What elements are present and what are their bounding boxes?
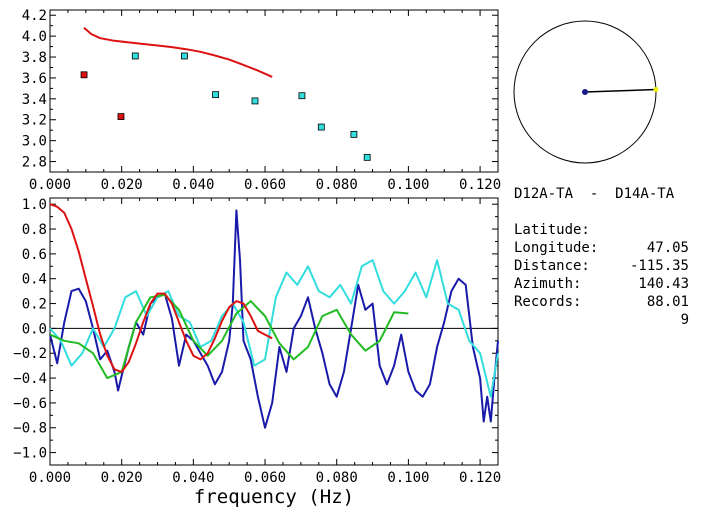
picks-cyan-point xyxy=(131,52,139,60)
correlation-panel: 0.000 0.020 0.040 0.060 0.080 0.100 0.120 −1.0 −… xyxy=(13,197,501,486)
latitude-value: 47.05 xyxy=(646,240,689,256)
model-bessel-red-line xyxy=(49,203,273,373)
azimuth-label: Azimuth: xyxy=(514,276,582,292)
picks-cyan-point xyxy=(251,97,259,105)
x-tick-label: 0.040 xyxy=(172,177,214,193)
y-tick-label: 4.0 xyxy=(22,29,47,45)
records-row: Records: 9 xyxy=(514,275,689,328)
observed-imag-line xyxy=(49,259,499,398)
y-tick-label: 3.4 xyxy=(22,92,47,108)
correlation-frame xyxy=(49,197,499,466)
picks-cyan-point xyxy=(363,153,371,161)
model-bessel-green-line xyxy=(49,293,409,380)
x-tick-label: 0.000 xyxy=(29,177,71,193)
distance-row: Distance: 140.43 xyxy=(514,239,689,292)
azimuth-value: 88.01 xyxy=(646,294,689,310)
y-tick-label: 0.0 xyxy=(22,321,47,337)
y-tick-label: 0.4 xyxy=(22,272,47,288)
x-tick-label: 0.100 xyxy=(387,177,429,193)
picks-cyan-point xyxy=(298,92,306,100)
azimuth-row: Azimuth: 88.01 xyxy=(514,257,689,310)
x-tick-label: 0.120 xyxy=(459,470,501,486)
x-tick-label: 0.020 xyxy=(101,470,143,486)
y-tick-label: −0.8 xyxy=(13,421,47,437)
station-a-marker xyxy=(582,89,588,95)
x-tick-label: 0.080 xyxy=(316,177,358,193)
azimuth-line xyxy=(584,88,656,93)
y-tick-label: −0.2 xyxy=(13,346,47,362)
picks-cyan-point xyxy=(350,130,358,138)
y-tick-label: 0.6 xyxy=(22,247,47,263)
y-tick-label: 3.2 xyxy=(22,113,47,129)
y-tick-label: 2.8 xyxy=(22,155,47,171)
latitude-label: Latitude: xyxy=(514,222,590,238)
station-info-panel: D12A-TA - D14A-TA Latitude: 47.05 Longit… xyxy=(514,185,689,328)
y-tick-label: 1.0 xyxy=(22,197,47,213)
y-tick-label: 0.2 xyxy=(22,297,47,313)
picks-red-point xyxy=(80,71,88,79)
x-axis-label: frequency (Hz) xyxy=(194,486,354,508)
station-pair: D12A-TA - D14A-TA xyxy=(514,186,675,202)
dispersion-panel: 0.000 0.020 0.040 0.060 0.080 0.100 0.120 2.8 3.… xyxy=(22,8,501,193)
picks-cyan-point xyxy=(212,91,219,99)
y-tick-label: 0.8 xyxy=(22,222,47,238)
distance-label: Distance: xyxy=(514,258,590,274)
dispersion-model-line xyxy=(83,27,273,78)
y-tick-label: −0.4 xyxy=(13,371,47,387)
x-tick-label: 0.000 xyxy=(29,470,71,486)
picks-cyan-point xyxy=(317,123,325,131)
y-tick-label: 3.6 xyxy=(22,71,47,87)
y-tick-label: −1.0 xyxy=(13,446,47,462)
longitude-row: Longitude: -115.35 xyxy=(514,221,689,274)
x-tick-label: 0.060 xyxy=(244,177,286,193)
x-tick-label: 0.120 xyxy=(459,177,501,193)
x-tick-label: 0.040 xyxy=(172,470,214,486)
azimuth-plot xyxy=(513,20,659,164)
x-tick-label: 0.060 xyxy=(244,470,286,486)
x-tick-label: 0.100 xyxy=(387,470,429,486)
station-b-marker xyxy=(653,87,659,93)
dispersion-frame xyxy=(49,9,499,173)
picks-cyan-point xyxy=(180,52,188,60)
records-value: 9 xyxy=(680,312,689,328)
y-tick-label: −0.6 xyxy=(13,396,47,412)
y-tick-label: 4.2 xyxy=(22,8,47,24)
x-tick-label: 0.080 xyxy=(316,470,358,486)
x-tick-label: 0.020 xyxy=(101,177,143,193)
longitude-label: Longitude: xyxy=(514,240,599,256)
records-label: Records: xyxy=(514,294,582,310)
picks-red-point xyxy=(117,113,125,121)
y-tick-label: 3.8 xyxy=(22,50,47,66)
latitude-row: Latitude: 47.05 xyxy=(514,203,689,256)
y-tick-label: 3.0 xyxy=(22,134,47,150)
longitude-value: -115.35 xyxy=(629,258,689,274)
distance-value: 140.43 xyxy=(638,276,689,292)
